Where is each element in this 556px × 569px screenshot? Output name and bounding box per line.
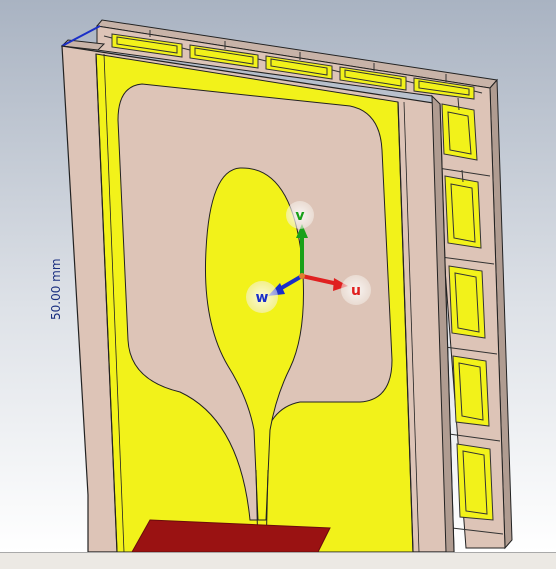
ebg-right-column [437,97,504,535]
ebg-top-row [103,30,483,100]
axis-v-label[interactable]: v [286,201,314,229]
axis-u-label[interactable]: u [341,275,371,305]
status-bar [0,552,556,569]
3d-viewport[interactable]: 50.00 mm v u w [0,0,556,553]
axis-w-label[interactable]: w [246,281,278,313]
svg-text:w: w [256,290,269,306]
selected-edge [61,25,101,47]
back-board[interactable] [96,19,513,550]
svg-text:v: v [295,208,304,224]
svg-text:u: u [351,283,361,299]
axes-widget[interactable]: v u w [246,201,371,313]
dimension-label: 50.00 mm [49,258,63,320]
